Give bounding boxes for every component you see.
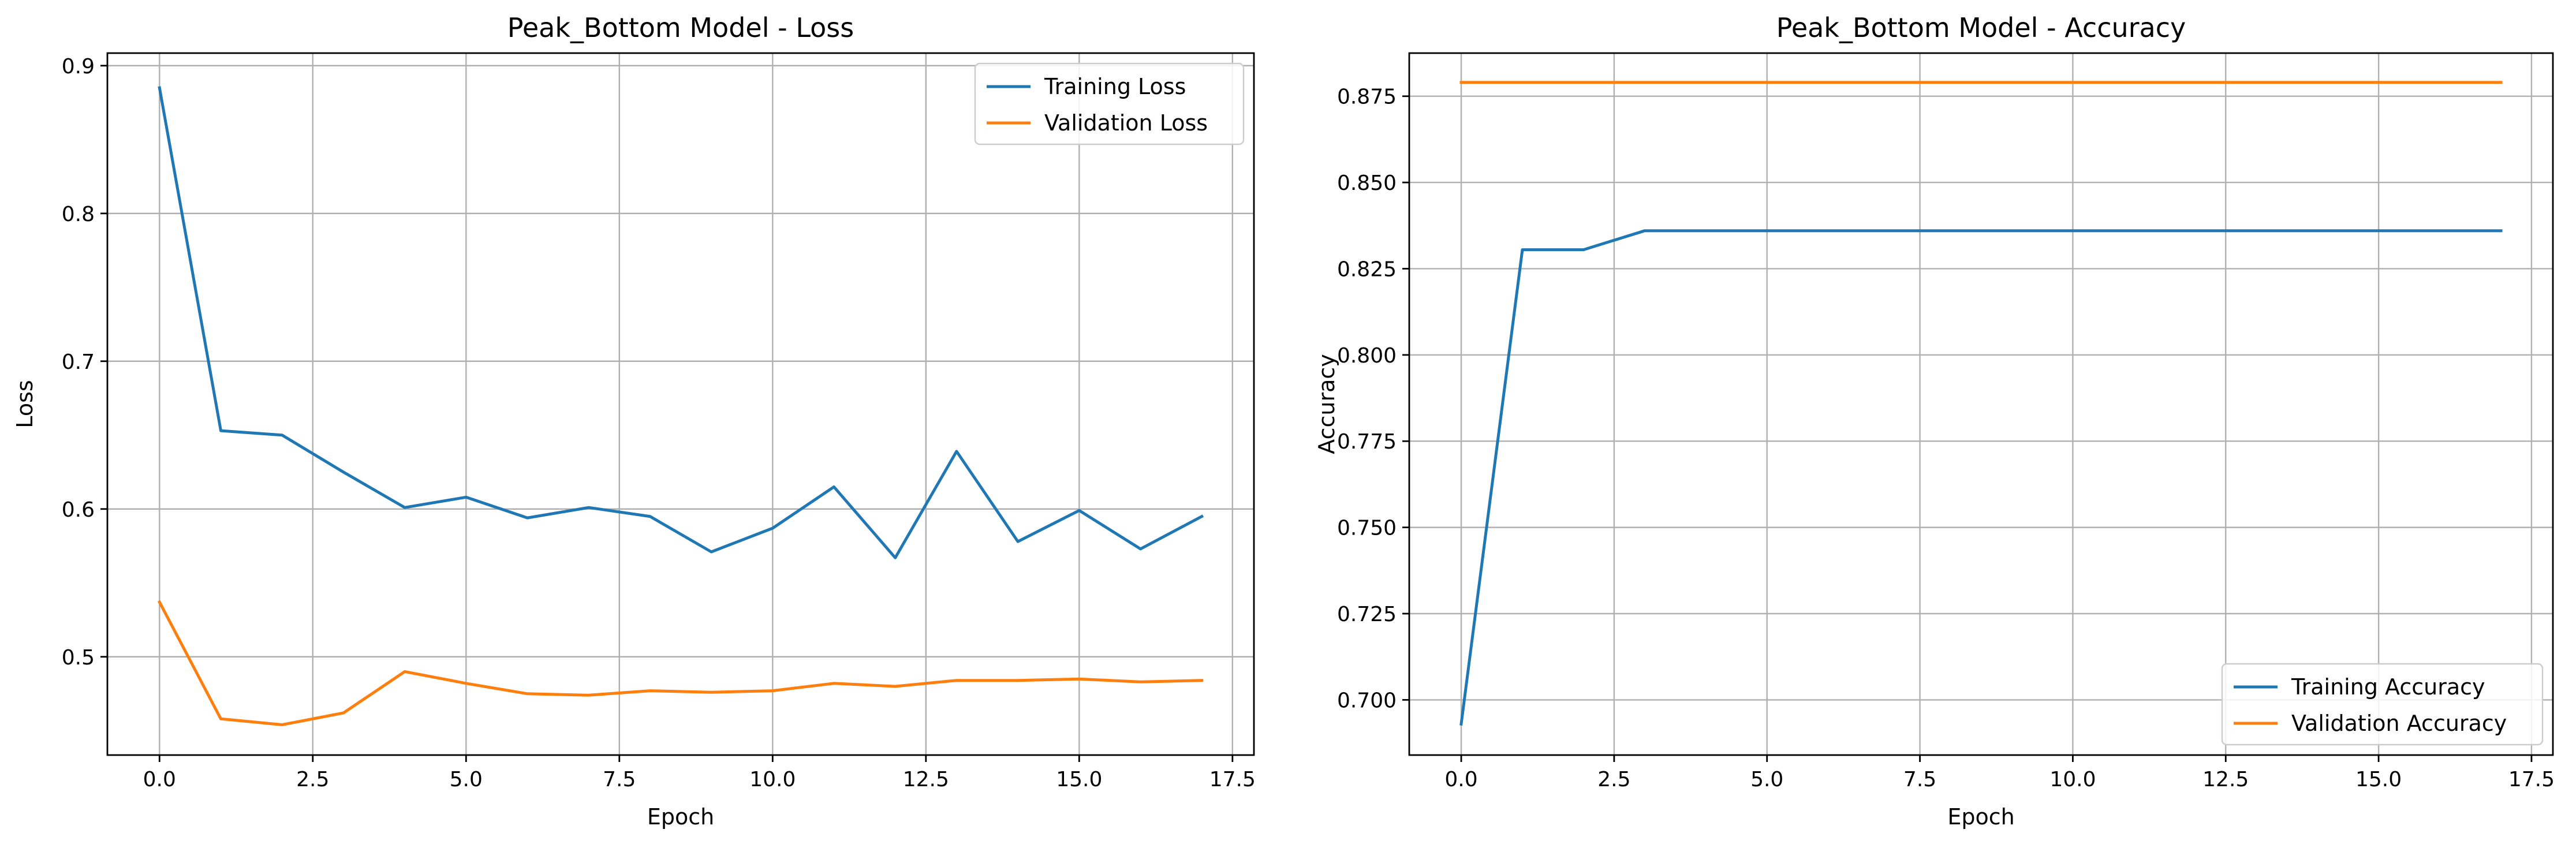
panel2-legend-label-1: Validation Accuracy (2291, 711, 2507, 736)
panel1-ytick-label-1: 0.6 (62, 498, 95, 522)
panel2-ylabel: Accuracy (1314, 354, 1339, 454)
panel2-series-line-0 (1459, 229, 2503, 726)
panel2-ytick-label-0: 0.700 (1337, 689, 1397, 712)
panel1-ytick-label-4: 0.9 (62, 55, 95, 79)
panel1-title: Peak_Bottom Model - Loss (507, 12, 854, 43)
panel2-ytick-label-3: 0.775 (1337, 430, 1397, 454)
panel2-ytick-label-7: 0.875 (1337, 85, 1397, 109)
panel1-series-line-0 (158, 86, 1204, 559)
panel2-title: Peak_Bottom Model - Accuracy (1776, 12, 2186, 43)
panel1-ytick-label-3: 0.8 (62, 203, 95, 226)
panel2-legend-label-0: Training Accuracy (2291, 674, 2485, 700)
panel1-xtick-label-5: 12.5 (903, 768, 949, 791)
panel2-xtick-label-3: 7.5 (1903, 768, 1936, 791)
panel2-xtick-label-4: 10.0 (2049, 768, 2096, 791)
panel1-legend-box (974, 62, 1245, 145)
panel1-legend-label-0: Training Loss (1044, 74, 1186, 99)
panel2-xtick-label-2: 5.0 (1750, 768, 1783, 791)
panel1-legend-label-1: Validation Loss (1044, 110, 1208, 136)
panel1-xtick-label-4: 10.0 (749, 768, 796, 791)
panel2-ytick-label-5: 0.825 (1337, 257, 1397, 281)
panel1-xtick-label-6: 15.0 (1056, 768, 1102, 791)
panel2-xtick-label-7: 17.5 (2508, 768, 2555, 791)
panel1-legend: Training Loss Validation Loss (974, 62, 1245, 145)
panel2: 0.0 2.5 5.0 7.5 10.0 12.5 15.0 17.5 0.700 0.725 0.… (1314, 12, 2555, 830)
panel1-xtick-label-3: 7.5 (603, 768, 636, 791)
panel1-xtick-label-0: 0.0 (143, 768, 176, 791)
panel2-xtick-label-1: 2.5 (1597, 768, 1630, 791)
panel2-ytick-label-1: 0.725 (1337, 603, 1397, 626)
panel1-xtick-label-7: 17.5 (1209, 768, 1256, 791)
panel1-ytick-label-0: 0.5 (62, 646, 95, 670)
panel2-xtick-label-6: 15.0 (2355, 768, 2402, 791)
panel2-xtick-label-0: 0.0 (1444, 768, 1477, 791)
panel2-axes-frame (1408, 52, 2554, 756)
panel2-xtick-label-5: 12.5 (2202, 768, 2249, 791)
panel1-ylabel: Loss (12, 380, 38, 428)
panel2-ytick-label-2: 0.750 (1337, 517, 1397, 540)
panel1-xtick-label-2: 5.0 (450, 768, 483, 791)
panel2-xlabel: Epoch (1947, 804, 2014, 830)
panel1-series-line-1 (157, 600, 1204, 726)
panel2-legend: Training Accuracy Validation Accuracy (2221, 663, 2544, 746)
panel2-ytick-label-4: 0.800 (1337, 344, 1397, 368)
panel1: 0.0 2.5 5.0 7.5 10.0 12.5 15.0 17.5 0.5 0.6 0.7 0.8… (12, 12, 1256, 830)
panel1-axes-frame (106, 52, 1255, 756)
panel1-xtick-label-1: 2.5 (296, 768, 329, 791)
panel1-ytick-label-2: 0.7 (62, 350, 95, 374)
panel2-legend-box (2221, 663, 2544, 746)
panel2-ytick-label-6: 0.850 (1337, 171, 1397, 195)
panel1-xlabel: Epoch (647, 804, 714, 830)
